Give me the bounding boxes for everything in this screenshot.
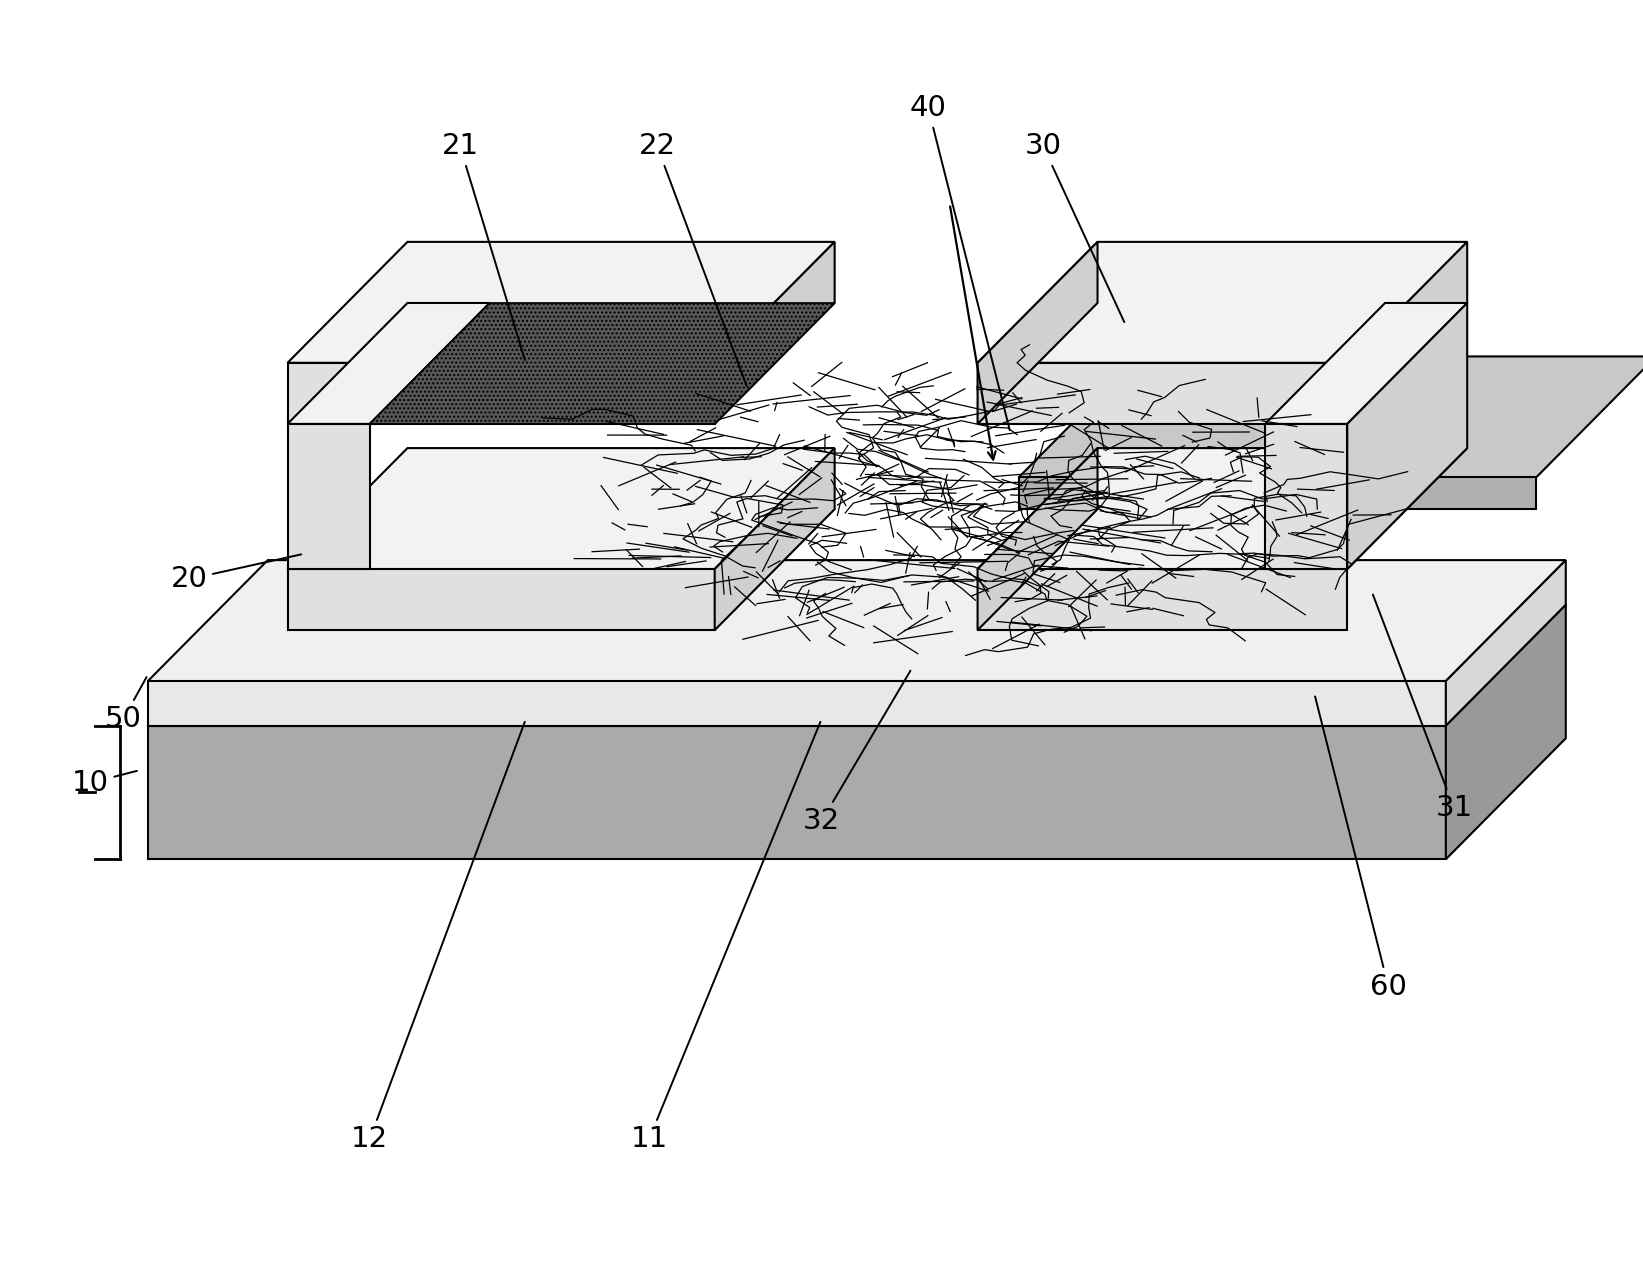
Text: 21: 21 [442,132,526,360]
Text: 12: 12 [352,722,524,1153]
Polygon shape [978,569,1347,630]
Polygon shape [370,303,835,424]
Polygon shape [148,605,1566,726]
Polygon shape [288,424,370,569]
Polygon shape [1265,303,1467,424]
Polygon shape [288,363,715,424]
Text: 32: 32 [803,671,910,835]
Polygon shape [978,448,1098,630]
Polygon shape [715,242,835,424]
Text: 10: 10 [72,769,136,797]
Polygon shape [1265,424,1347,569]
Polygon shape [148,726,1446,859]
Polygon shape [1019,356,1643,477]
Text: 31: 31 [1374,594,1472,822]
Polygon shape [1347,303,1467,569]
Polygon shape [1446,560,1566,726]
Polygon shape [978,242,1467,363]
Polygon shape [148,681,1446,726]
Text: 20: 20 [171,554,301,593]
Text: 60: 60 [1314,696,1406,1001]
Text: 50: 50 [105,677,146,733]
Text: 40: 40 [910,94,1010,430]
Polygon shape [978,448,1467,569]
Polygon shape [1446,605,1566,859]
Polygon shape [715,448,835,630]
Text: 11: 11 [631,722,820,1153]
Text: 30: 30 [1025,132,1124,322]
Polygon shape [1019,477,1536,509]
Polygon shape [148,560,1566,681]
Polygon shape [978,363,1347,424]
Polygon shape [288,303,490,424]
Polygon shape [978,242,1098,424]
Polygon shape [288,242,835,363]
Text: 22: 22 [639,132,746,386]
Polygon shape [288,448,835,569]
Polygon shape [288,569,715,630]
Polygon shape [1347,242,1467,424]
